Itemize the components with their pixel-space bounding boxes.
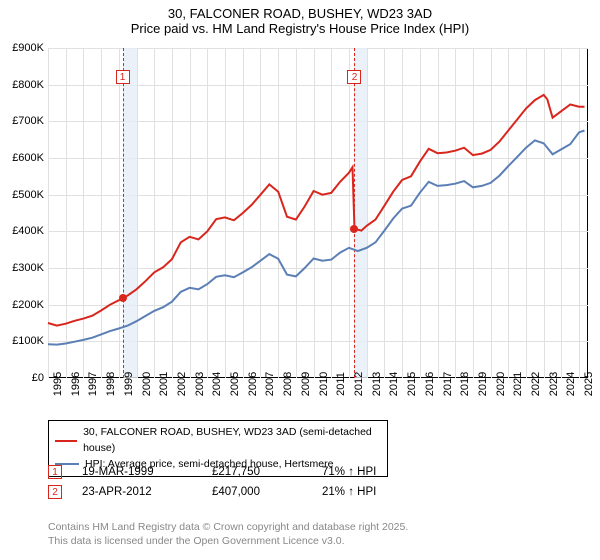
chart-title-line2: Price paid vs. HM Land Registry's House … (0, 21, 600, 36)
x-axis-tick-label: 2024 (565, 372, 577, 396)
transaction-price: £217,750 (212, 466, 302, 478)
x-axis-tick-label: 2020 (495, 372, 507, 396)
y-axis-tick-label: £900K (0, 42, 44, 54)
chart-marker-dot (350, 225, 358, 233)
footer-attribution: Contains HM Land Registry data © Crown c… (48, 520, 408, 548)
transaction-note: 21% ↑ HPI (322, 486, 432, 498)
legend-label-price-paid: 30, FALCONER ROAD, BUSHEY, WD23 3AD (sem… (83, 425, 381, 457)
x-axis-tick-label: 2022 (530, 372, 542, 396)
legend-row-price-paid: 30, FALCONER ROAD, BUSHEY, WD23 3AD (sem… (55, 425, 381, 457)
x-axis-tick-label: 1997 (87, 372, 99, 396)
y-axis-tick-label: £200K (0, 299, 44, 311)
x-axis-tick-label: 2008 (282, 372, 294, 396)
series-line-hpi (48, 131, 585, 345)
x-axis-tick-label: 2025 (583, 372, 595, 396)
transaction-marker-icon: 2 (48, 485, 62, 499)
x-axis-tick-label: 2023 (548, 372, 560, 396)
y-axis-tick-label: £100K (0, 335, 44, 347)
x-axis-tick-label: 2017 (442, 372, 454, 396)
legend-swatch-price-paid (55, 440, 77, 442)
transaction-date: 19-MAR-1999 (82, 466, 192, 478)
x-axis-tick-label: 2021 (512, 372, 524, 396)
x-axis-tick-label: 2018 (459, 372, 471, 396)
x-axis-tick-label: 2010 (318, 372, 330, 396)
x-axis-tick-label: 2001 (158, 372, 170, 396)
chart-title-block: 30, FALCONER ROAD, BUSHEY, WD23 3AD Pric… (0, 0, 600, 38)
x-axis-tick-label: 2000 (141, 372, 153, 396)
x-axis-tick-label: 2011 (335, 372, 347, 396)
y-axis-tick-label: £0 (0, 372, 44, 384)
x-axis-tick-label: 2007 (264, 372, 276, 396)
chart-marker-box: 1 (116, 70, 130, 84)
line-series-svg (48, 48, 588, 378)
y-axis-tick-label: £600K (0, 152, 44, 164)
transaction-price: £407,000 (212, 486, 302, 498)
y-axis-tick-label: £400K (0, 225, 44, 237)
chart-marker-box: 2 (347, 70, 361, 84)
transaction-row: 2 23-APR-2012 £407,000 21% ↑ HPI (48, 485, 588, 499)
x-axis-tick-label: 1996 (70, 372, 82, 396)
x-axis-tick-label: 2016 (424, 372, 436, 396)
x-axis-tick-label: 2006 (247, 372, 259, 396)
x-axis-tick-label: 2014 (388, 372, 400, 396)
x-axis-tick-label: 2002 (176, 372, 188, 396)
transaction-table: 1 19-MAR-1999 £217,750 71% ↑ HPI 2 23-AP… (48, 465, 588, 505)
x-axis-tick-label: 1998 (105, 372, 117, 396)
transaction-date: 23-APR-2012 (82, 486, 192, 498)
y-axis-tick-label: £300K (0, 262, 44, 274)
transaction-note: 71% ↑ HPI (322, 466, 432, 478)
transaction-marker-icon: 1 (48, 465, 62, 479)
x-axis-tick-label: 2003 (194, 372, 206, 396)
chart-marker-dot (119, 294, 127, 302)
x-axis-tick-label: 2019 (477, 372, 489, 396)
y-axis-tick-label: £500K (0, 189, 44, 201)
x-axis-tick-label: 2005 (229, 372, 241, 396)
y-axis-tick-label: £700K (0, 115, 44, 127)
x-axis-tick-label: 2015 (406, 372, 418, 396)
transaction-row: 1 19-MAR-1999 £217,750 71% ↑ HPI (48, 465, 588, 479)
footer-line2: This data is licensed under the Open Gov… (48, 534, 408, 548)
x-axis-tick-label: 2013 (371, 372, 383, 396)
x-axis-tick-label: 1995 (52, 372, 64, 396)
chart-area: 12 (48, 48, 588, 378)
x-axis-tick-label: 2012 (353, 372, 365, 396)
x-axis-tick-label: 1999 (123, 372, 135, 396)
footer-line1: Contains HM Land Registry data © Crown c… (48, 520, 408, 534)
chart-title-line1: 30, FALCONER ROAD, BUSHEY, WD23 3AD (0, 6, 600, 21)
x-axis-tick-label: 2004 (211, 372, 223, 396)
series-line-price_paid (48, 95, 585, 326)
y-axis-tick-label: £800K (0, 79, 44, 91)
x-axis-tick-label: 2009 (300, 372, 312, 396)
